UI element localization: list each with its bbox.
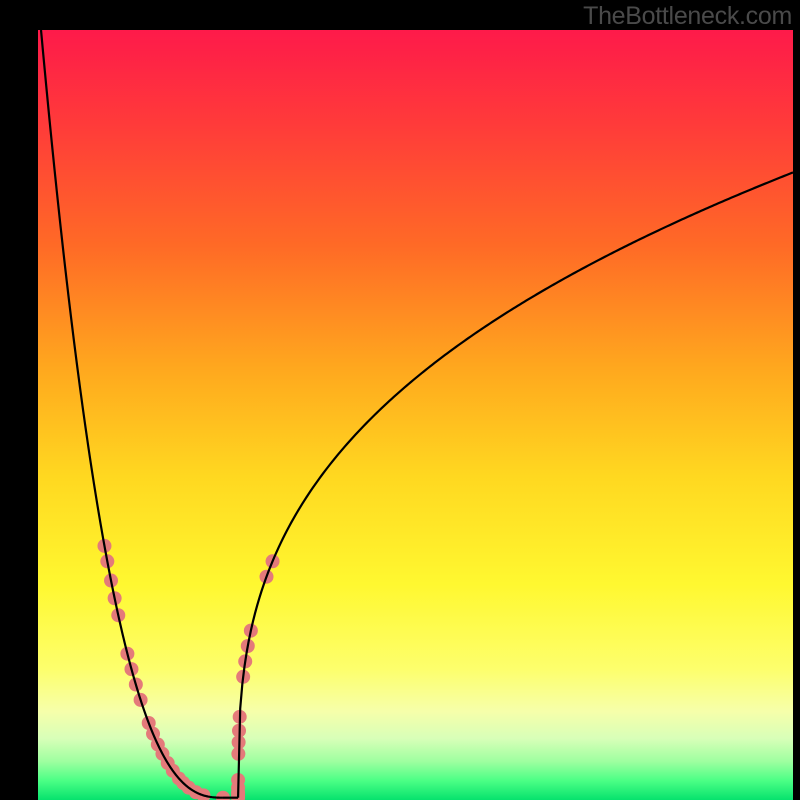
plot-area — [38, 30, 793, 800]
gradient-background — [38, 30, 793, 800]
plot-svg — [38, 30, 793, 800]
chart-container: TheBottleneck.com — [0, 0, 800, 800]
watermark-text: TheBottleneck.com — [583, 2, 792, 31]
